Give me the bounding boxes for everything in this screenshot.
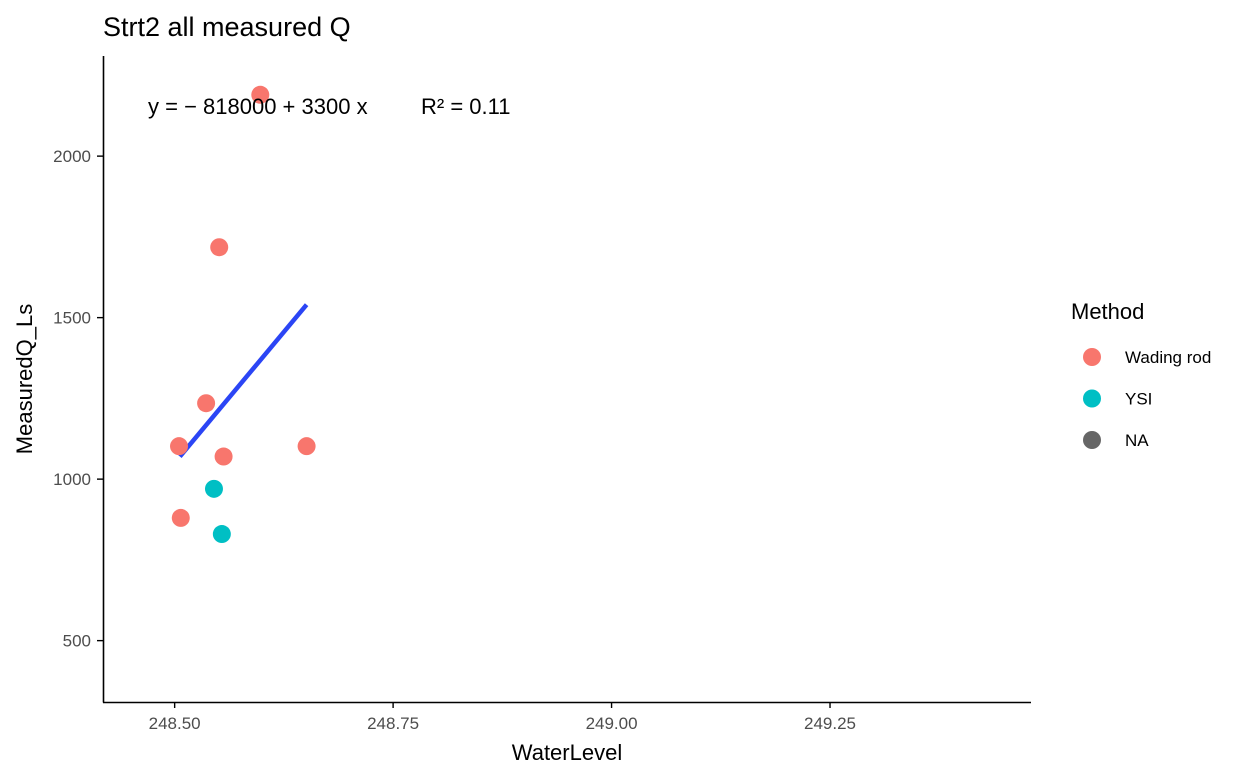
data-point (297, 437, 316, 456)
regression-line (178, 303, 309, 458)
y-tick-label: 500 (63, 632, 91, 651)
legend-key (1083, 348, 1101, 366)
regression-r2: R² = 0.11 (421, 94, 510, 119)
y-tick-label: 1000 (53, 470, 91, 489)
legend-key (1083, 389, 1101, 408)
x-tick-label: 248.75 (367, 714, 419, 733)
data-point (212, 525, 231, 544)
regression-equation: y = − 818000 + 3300 x (148, 94, 368, 119)
x-tick-label: 249.25 (804, 714, 856, 733)
y-tick-label: 2000 (53, 147, 91, 166)
legend-label: YSI (1125, 390, 1152, 409)
y-ticks: 500 1000 1500 2000 (53, 147, 103, 651)
legend-title: Method (1071, 299, 1144, 324)
x-ticks: 248.50 248.75 249.00 249.25 (149, 702, 856, 733)
data-points (170, 85, 316, 544)
legend-entries: Wading rod YSI NA (1083, 348, 1211, 450)
legend-label: Wading rod (1125, 348, 1211, 367)
axes (102, 56, 1031, 704)
chart-title: Strt2 all measured Q (103, 12, 351, 42)
x-tick-label: 249.00 (586, 714, 638, 733)
legend: Method Wading rod YSI NA (1071, 299, 1211, 450)
data-point (214, 447, 233, 466)
regression-line-group (178, 303, 309, 458)
x-tick-label: 248.50 (149, 714, 201, 733)
legend-label: NA (1125, 431, 1149, 450)
data-point (204, 479, 223, 498)
x-axis-title: WaterLevel (512, 740, 622, 765)
data-point (171, 508, 190, 527)
data-point (170, 437, 189, 456)
regression-annotation: y = − 818000 + 3300 x R² = 0.11 (148, 94, 510, 119)
data-point (251, 85, 270, 104)
y-axis-title: MeasuredQ_Ls (12, 304, 37, 454)
data-point (197, 394, 216, 413)
data-point (210, 238, 229, 257)
y-tick-label: 1500 (53, 309, 91, 328)
legend-key (1083, 431, 1101, 449)
